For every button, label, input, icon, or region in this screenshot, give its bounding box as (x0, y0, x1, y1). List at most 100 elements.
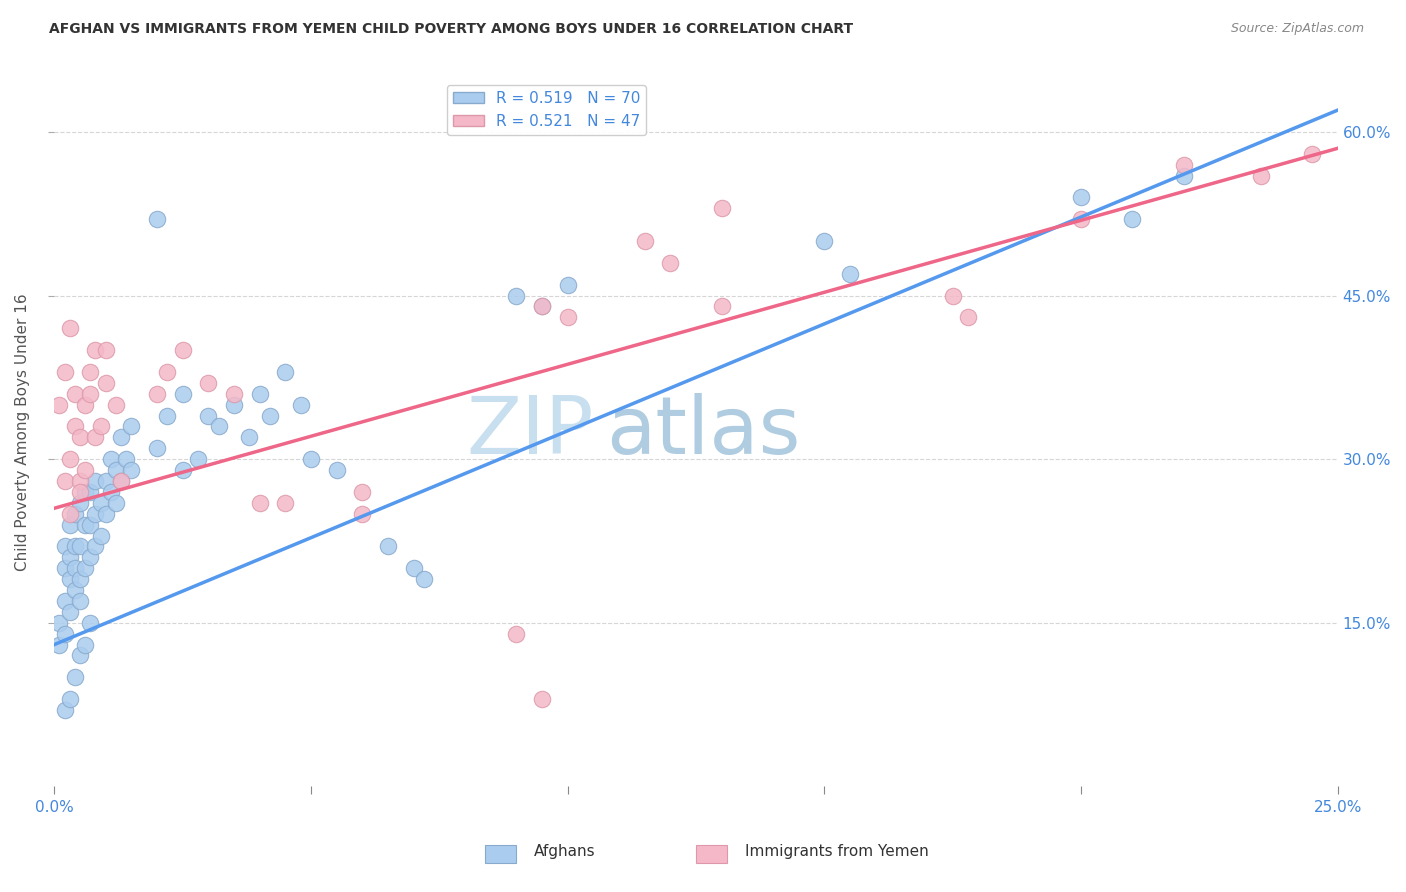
Point (1121, 212, 1143, 227)
Point (89, 419, 111, 434)
Point (710, 202, 733, 216)
Point (53, 594, 76, 608)
Point (94, 343, 117, 357)
Text: atlas: atlas (606, 392, 800, 471)
Point (63, 670, 86, 684)
Point (1173, 169, 1195, 183)
Point (59, 550, 82, 565)
Point (53, 474, 76, 488)
Point (89, 528, 111, 542)
Point (59, 507, 82, 521)
Point (104, 398, 127, 412)
Point (259, 409, 281, 423)
Point (79, 365, 101, 379)
Point (1070, 212, 1092, 227)
Point (100, 452, 122, 467)
Text: Source: ZipAtlas.com: Source: ZipAtlas.com (1230, 22, 1364, 36)
Point (79, 550, 101, 565)
Point (75, 484, 97, 499)
Text: Immigrants from Yemen: Immigrants from Yemen (745, 845, 929, 859)
Point (84, 507, 107, 521)
Point (104, 496, 127, 510)
Point (53, 626, 76, 640)
Point (942, 288, 965, 302)
Point (63, 507, 86, 521)
Point (352, 484, 374, 499)
Point (352, 507, 374, 521)
Point (505, 626, 527, 640)
Point (110, 474, 132, 488)
Point (115, 452, 138, 467)
Point (813, 234, 835, 248)
Point (75, 398, 97, 412)
Point (222, 398, 245, 412)
Point (557, 310, 579, 325)
Point (156, 409, 179, 423)
Point (48, 615, 70, 630)
Point (53, 540, 76, 554)
Point (530, 300, 553, 314)
Point (84, 430, 107, 444)
Point (48, 638, 70, 652)
Point (89, 496, 111, 510)
Point (274, 496, 297, 510)
Point (377, 540, 399, 554)
Point (53, 703, 76, 717)
Point (100, 484, 122, 499)
Point (710, 300, 733, 314)
Legend: R = 0.519   N = 70, R = 0.521   N = 47: R = 0.519 N = 70, R = 0.521 N = 47 (447, 85, 647, 135)
Point (59, 452, 82, 467)
Point (69, 540, 91, 554)
Point (104, 463, 127, 477)
Point (69, 484, 91, 499)
Point (530, 692, 553, 706)
Point (207, 419, 229, 434)
Point (1301, 146, 1323, 161)
Point (94, 474, 117, 488)
Point (290, 398, 312, 412)
Point (402, 561, 425, 575)
Point (75, 517, 97, 532)
Point (120, 419, 142, 434)
Point (1070, 190, 1092, 204)
Text: AFGHAN VS IMMIGRANTS FROM YEMEN CHILD POVERTY AMONG BOYS UNDER 16 CORRELATION CH: AFGHAN VS IMMIGRANTS FROM YEMEN CHILD PO… (49, 22, 853, 37)
Point (79, 615, 101, 630)
Point (222, 386, 245, 401)
Point (633, 234, 655, 248)
Point (299, 452, 322, 467)
Point (957, 310, 980, 325)
Point (1173, 158, 1195, 172)
Point (53, 561, 76, 575)
Point (156, 365, 179, 379)
Point (197, 409, 219, 423)
Point (48, 398, 70, 412)
Point (79, 386, 101, 401)
Point (84, 474, 107, 488)
Point (172, 343, 194, 357)
Point (69, 572, 91, 586)
Point (79, 517, 101, 532)
Point (63, 419, 86, 434)
Point (69, 496, 91, 510)
Point (110, 430, 132, 444)
Point (505, 288, 527, 302)
Point (238, 430, 260, 444)
Point (63, 540, 86, 554)
Point (172, 463, 194, 477)
Point (659, 256, 682, 270)
Point (94, 507, 117, 521)
Point (53, 365, 76, 379)
Point (94, 376, 117, 390)
Point (249, 386, 271, 401)
Point (59, 605, 82, 619)
Point (84, 343, 107, 357)
Point (75, 638, 97, 652)
Point (69, 430, 91, 444)
Point (412, 572, 434, 586)
Point (59, 692, 82, 706)
Point (1250, 169, 1272, 183)
Point (110, 474, 132, 488)
Point (120, 463, 142, 477)
Point (59, 572, 82, 586)
Point (63, 582, 86, 597)
